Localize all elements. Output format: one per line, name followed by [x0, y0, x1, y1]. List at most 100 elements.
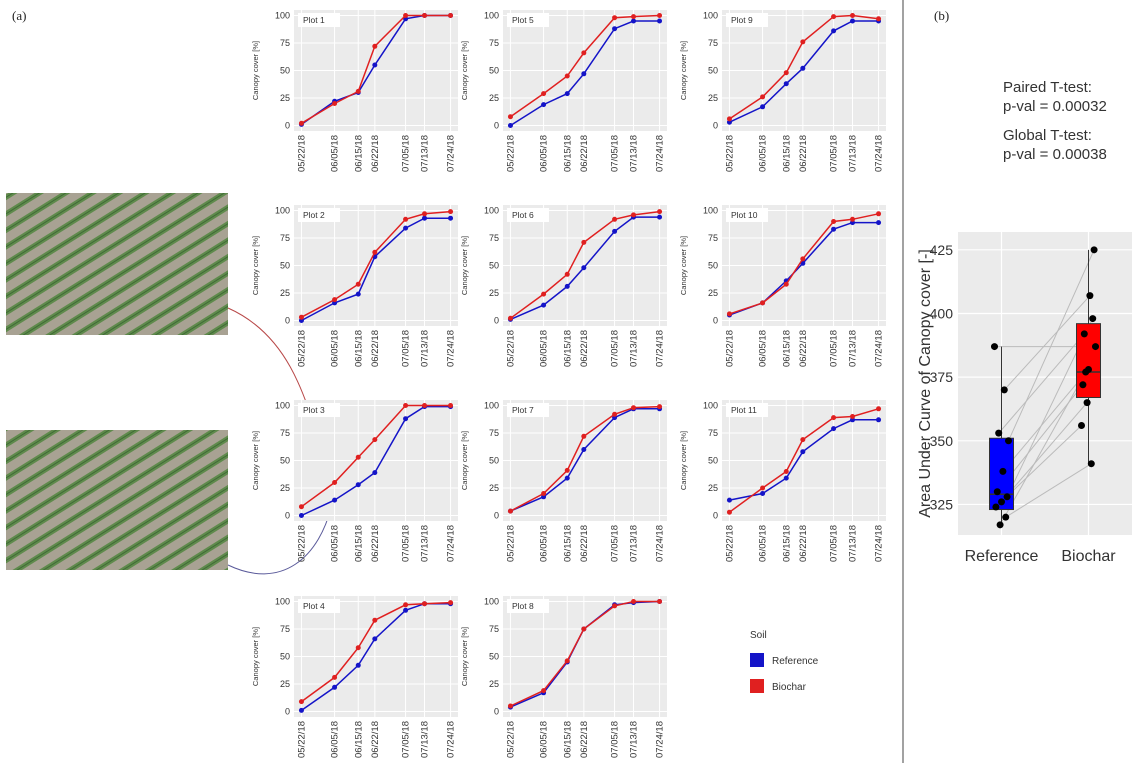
data-point: [1086, 292, 1094, 300]
plot-title: Plot 5: [512, 15, 534, 25]
plot-panel: [958, 232, 1132, 535]
y-tick-label: 50: [708, 456, 718, 466]
pair-line: [1001, 402, 1088, 503]
x-tick-label: 07/05/18: [610, 525, 621, 562]
x-tick-label: 06/15/18: [562, 525, 573, 562]
data-point: [403, 602, 409, 608]
x-tick-label: 06/22/18: [370, 525, 381, 562]
data-point: [783, 81, 789, 87]
data-point: [541, 302, 547, 308]
y-tick-label: 75: [489, 38, 499, 48]
x-tick-label: 06/15/18: [562, 135, 573, 172]
data-point: [831, 14, 837, 20]
x-tick-label: 05/22/18: [296, 721, 307, 758]
x-tick-label: 07/05/18: [610, 721, 621, 758]
x-tick-label: 07/05/18: [401, 330, 412, 367]
y-tick-label: 100: [275, 206, 290, 216]
data-point: [403, 225, 409, 231]
plot-title: Plot 7: [512, 405, 534, 415]
y-tick-label: 100: [484, 597, 499, 607]
data-point: [448, 215, 454, 221]
y-tick-label: 325: [930, 496, 954, 512]
data-point: [332, 297, 338, 303]
data-point: [657, 404, 663, 410]
y-tick-label: 0: [494, 316, 499, 326]
data-point: [448, 403, 454, 408]
y-tick-label: 25: [708, 483, 718, 493]
x-tick-label: 06/05/18: [758, 135, 769, 172]
data-point: [507, 114, 513, 120]
x-tick-label: 07/24/18: [655, 721, 666, 758]
data-point: [1090, 246, 1098, 254]
data-point: [581, 447, 587, 452]
x-tick-label: 07/24/18: [446, 330, 457, 367]
legend-swatch: [750, 679, 764, 693]
y-tick-label: 25: [489, 288, 499, 298]
y-tick-label: 100: [275, 11, 290, 21]
data-point: [800, 449, 806, 455]
data-point: [541, 91, 547, 97]
data-point: [631, 405, 637, 411]
data-point: [448, 209, 454, 215]
y-tick-label: 0: [713, 316, 718, 326]
x-tick-label: 07/24/18: [446, 525, 457, 562]
drone-image: [6, 430, 228, 570]
title-box: [507, 208, 549, 222]
title-box: [298, 208, 340, 222]
x-tick-label: 06/22/18: [579, 525, 590, 562]
x-tick-label: 06/15/18: [562, 721, 573, 758]
data-point: [448, 600, 454, 606]
data-point: [403, 607, 409, 613]
y-axis-label: Area Under Curve of Canopy cover [-]: [917, 249, 934, 518]
data-point: [631, 14, 637, 20]
y-tick-label: 75: [708, 428, 718, 438]
y-tick-label: 100: [275, 401, 290, 411]
x-tick-label: 06/05/18: [330, 721, 341, 758]
x-tick-label: Reference: [965, 548, 1039, 565]
data-point: [1005, 437, 1012, 445]
data-point: [831, 426, 837, 432]
data-point: [541, 688, 547, 694]
y-tick-label: 0: [494, 121, 499, 131]
data-point: [298, 504, 304, 510]
data-point: [581, 50, 587, 56]
x-tick-label: 06/15/18: [562, 330, 573, 367]
y-tick-label: 25: [280, 679, 290, 689]
y-tick-label: 50: [280, 66, 290, 76]
data-point: [831, 28, 837, 34]
x-tick-label: 06/15/18: [781, 525, 792, 562]
data-point: [612, 26, 618, 32]
legend-title: Soil: [750, 630, 767, 641]
data-point: [355, 662, 361, 668]
y-tick-label: 100: [703, 401, 718, 411]
y-tick-label: 100: [275, 597, 290, 607]
x-tick-label: 06/22/18: [798, 525, 809, 562]
x-tick-label: 07/13/18: [848, 330, 859, 367]
data-point: [998, 498, 1005, 506]
data-point: [332, 480, 338, 485]
data-point: [422, 403, 428, 408]
data-point: [1002, 513, 1010, 521]
x-tick-label: 06/05/18: [758, 525, 769, 562]
title-box: [726, 403, 768, 417]
y-axis-label: Canopy cover [%]: [460, 236, 469, 295]
data-point: [564, 73, 570, 79]
x-tick-label: 06/05/18: [539, 330, 550, 367]
plot-title: Plot 11: [731, 405, 757, 415]
y-tick-label: 75: [489, 233, 499, 243]
x-tick-label: 07/13/18: [629, 525, 640, 562]
y-tick-label: 50: [489, 652, 499, 662]
plot-title: Plot 10: [731, 210, 758, 220]
data-point: [1089, 315, 1097, 323]
x-tick-label: 06/15/18: [781, 135, 792, 172]
data-point: [876, 417, 882, 423]
y-tick-label: 75: [489, 428, 499, 438]
pair-line: [1003, 295, 1091, 391]
data-point: [581, 433, 587, 439]
x-tick-label: 05/22/18: [505, 525, 516, 562]
y-tick-label: 425: [930, 242, 954, 258]
data-point: [541, 291, 547, 297]
data-point: [355, 454, 361, 460]
y-axis-label: Canopy cover [%]: [251, 236, 260, 295]
